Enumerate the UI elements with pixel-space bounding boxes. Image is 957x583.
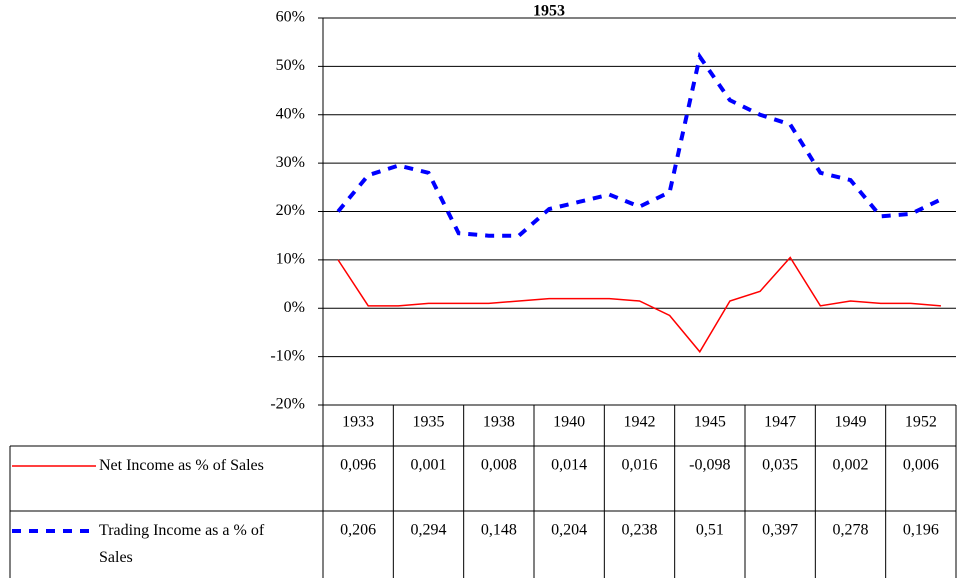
x-tick-label: 1935 xyxy=(413,414,445,431)
x-tick-label: 1945 xyxy=(694,414,726,431)
table-cell: 0,294 xyxy=(411,522,447,539)
chart-title: 1953 xyxy=(533,3,565,20)
table-cell: -0,098 xyxy=(689,457,730,474)
x-tick-label: 1940 xyxy=(553,414,585,431)
legend-label: Net Income as % of Sales xyxy=(99,457,264,474)
y-tick-label: 0% xyxy=(284,299,305,316)
table-cell: 0,016 xyxy=(622,457,658,474)
table-cell: 0,196 xyxy=(903,522,939,539)
legend-item: Trading Income as a % of Sales xyxy=(99,522,265,566)
legend-item: Net Income as % of Sales xyxy=(99,457,264,474)
table-cell: 0,206 xyxy=(340,522,376,539)
table-cell: 0,278 xyxy=(833,522,869,539)
legend-label: Trading Income as a % of Sales xyxy=(99,522,265,566)
x-tick-label: 1952 xyxy=(905,414,937,431)
y-tick-label: 20% xyxy=(276,202,305,219)
table-cell: 0,035 xyxy=(762,457,798,474)
x-tick-label: 1942 xyxy=(624,414,656,431)
series-line xyxy=(336,51,942,238)
table-cell: 0,51 xyxy=(696,522,724,539)
table-cell: 0,006 xyxy=(903,457,939,474)
table-cell: 0,014 xyxy=(551,457,587,474)
table-cell: 0,204 xyxy=(551,522,587,539)
table-cell: 0,148 xyxy=(481,522,517,539)
table-cell: 0,002 xyxy=(833,457,869,474)
table-cell: 0,001 xyxy=(411,457,447,474)
y-tick-label: -20% xyxy=(270,396,305,413)
y-tick-label: 30% xyxy=(276,154,305,171)
x-tick-label: 1947 xyxy=(764,414,796,431)
table-cell: 0,238 xyxy=(622,522,658,539)
y-tick-label: -10% xyxy=(270,347,305,364)
x-tick-label: 1938 xyxy=(483,414,515,431)
x-tick-label: 1949 xyxy=(835,414,867,431)
y-tick-label: 40% xyxy=(276,105,305,122)
y-tick-label: 60% xyxy=(276,9,305,26)
table-cell: 0,096 xyxy=(340,457,376,474)
x-tick-label: 1933 xyxy=(342,414,374,431)
y-tick-label: 10% xyxy=(276,251,305,268)
y-tick-label: 50% xyxy=(276,57,305,74)
series-line xyxy=(337,256,941,354)
table-cell: 0,008 xyxy=(481,457,517,474)
table-cell: 0,397 xyxy=(762,522,798,539)
